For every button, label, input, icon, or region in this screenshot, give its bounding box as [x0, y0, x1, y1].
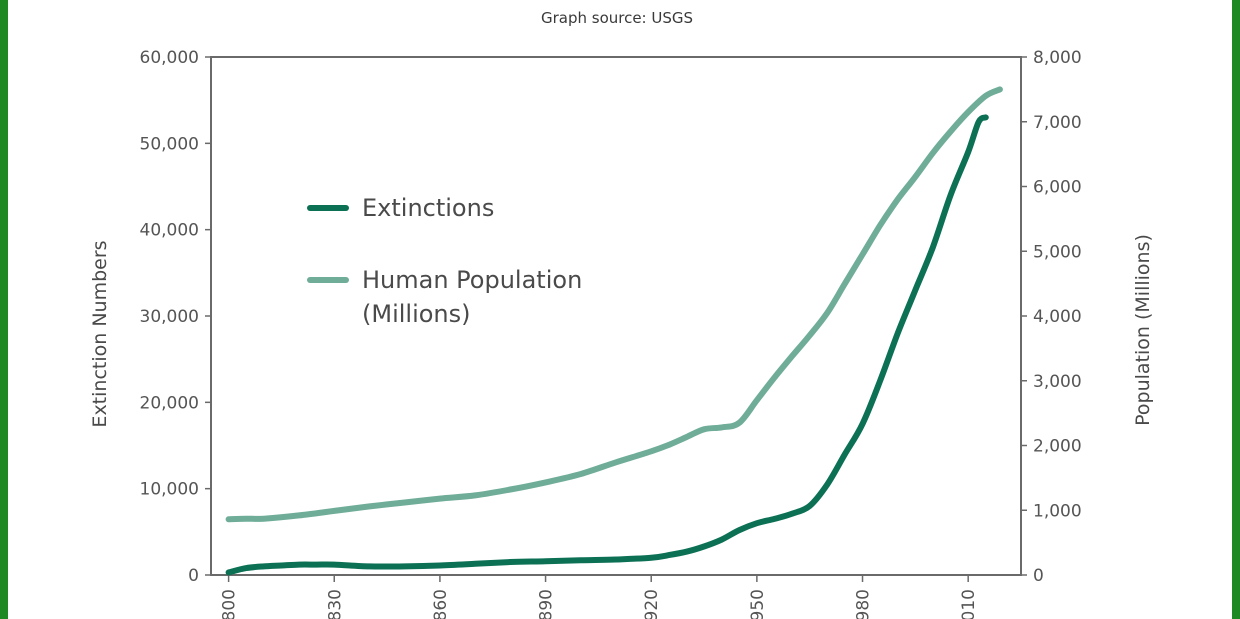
x-tick-label: 2010: [959, 589, 979, 619]
x-tick-label: 1980: [854, 589, 874, 619]
chart-svg: Graph source: USGS 0 10,000 20,000 30,000 40…: [89, 9, 1154, 619]
left-tick-label: 60,000: [140, 48, 199, 68]
x-tick-label: 1890: [537, 589, 557, 619]
x-tick-label: 1950: [748, 589, 768, 619]
right-tick-label: 3,000: [1033, 372, 1082, 392]
left-tick-label: 30,000: [140, 307, 199, 327]
left-tick-label: 10,000: [140, 480, 199, 500]
right-tick-label: 1,000: [1033, 501, 1082, 521]
x-tick-label: 1800: [220, 589, 240, 619]
legend-label-extinctions: Extinctions: [362, 194, 494, 222]
series-line-population: [225, 86, 1003, 523]
graph-source: Graph source: USGS: [541, 9, 693, 27]
left-axis-title: Extinction Numbers: [89, 240, 111, 427]
legend-label-population-line1: Human Population: [362, 266, 582, 294]
legend: Extinctions Human Population (Millions): [307, 194, 582, 328]
right-tick-label: 4,000: [1033, 307, 1082, 327]
x-axis-ticks: 1800 1830 1860 1890 1920 1950 1980 2010: [220, 575, 979, 619]
left-tick-label: 50,000: [140, 134, 199, 154]
left-tick-label: 20,000: [140, 393, 199, 413]
right-tick-label: 6,000: [1033, 178, 1082, 198]
left-tick-label: 40,000: [140, 221, 199, 241]
right-tick-label: 8,000: [1033, 48, 1082, 68]
series-line-extinctions: [225, 114, 989, 576]
legend-label-population-line2: (Millions): [362, 300, 471, 328]
right-tick-label: 7,000: [1033, 113, 1082, 133]
x-tick-label: 1830: [325, 589, 345, 619]
right-axis-ticks: 0 1,000 2,000 3,000 4,000 5,000 6,000 7,000 8,00…: [1021, 48, 1082, 586]
series-group: [225, 86, 1003, 576]
right-axis-title: Population (Millions): [1132, 234, 1154, 426]
right-tick-label: 2,000: [1033, 437, 1082, 457]
plot-area: [210, 56, 1022, 576]
left-axis-ticks: 0 10,000 20,000 30,000 40,000 50,000 60,000: [140, 48, 211, 586]
x-tick-label: 1920: [642, 589, 662, 619]
right-tick-label: 0: [1033, 566, 1044, 586]
left-tick-label: 0: [188, 566, 199, 586]
right-tick-label: 5,000: [1033, 242, 1082, 262]
x-tick-label: 1860: [431, 589, 451, 619]
